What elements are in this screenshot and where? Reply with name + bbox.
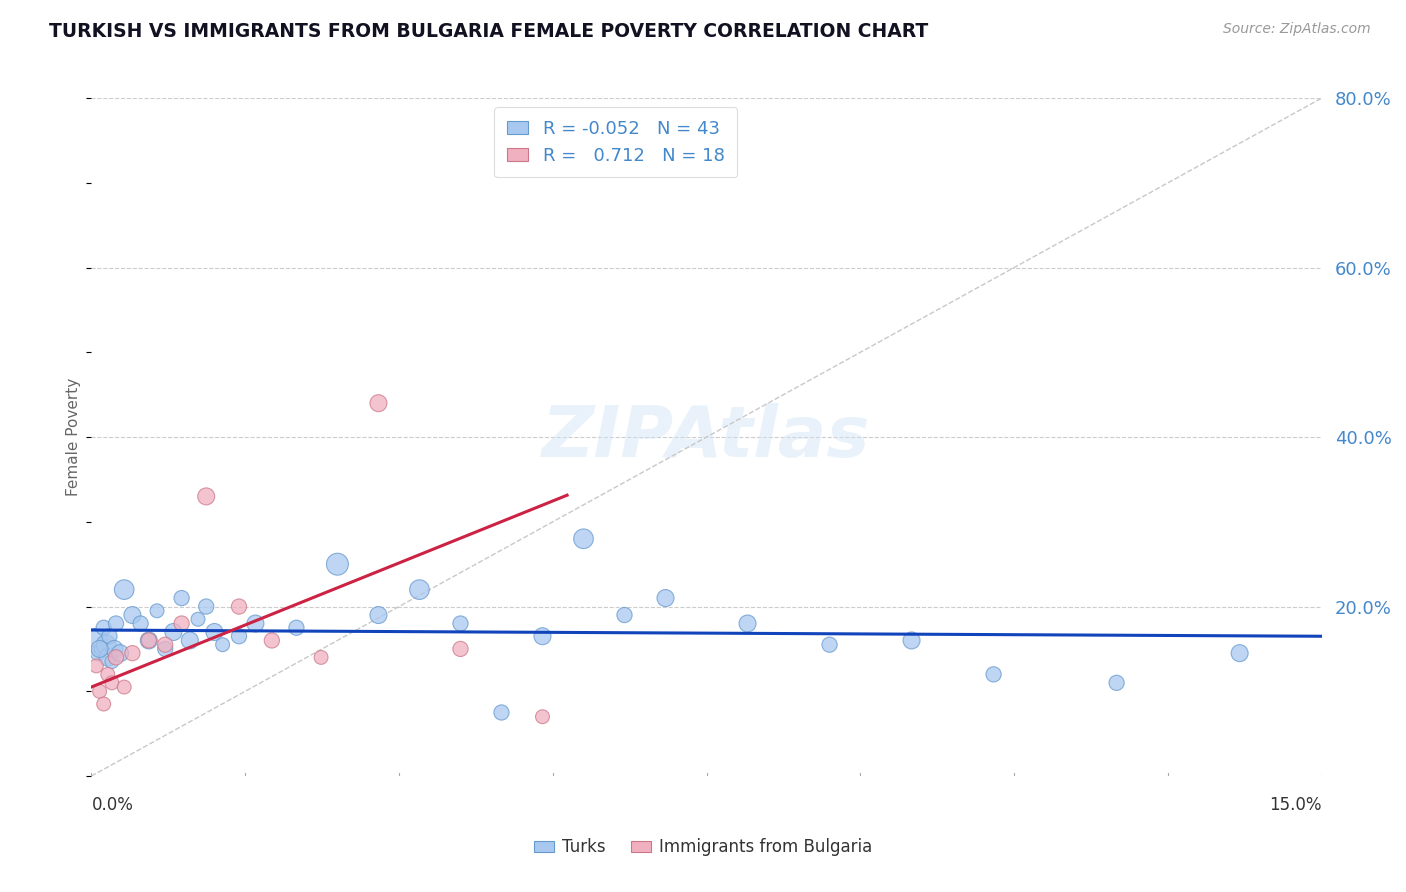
Point — [285, 621, 308, 635]
Y-axis label: Female Poverty: Female Poverty — [66, 378, 82, 496]
Point — [170, 591, 193, 606]
Point — [170, 616, 193, 631]
Point — [153, 642, 177, 657]
Point — [195, 489, 218, 503]
Point — [187, 612, 209, 626]
Point — [449, 616, 471, 631]
Point — [900, 633, 922, 648]
Point — [408, 582, 430, 597]
Point — [93, 697, 115, 711]
Point — [89, 642, 111, 657]
Point — [96, 638, 117, 652]
Text: 0.0%: 0.0% — [91, 796, 134, 814]
Point — [89, 684, 111, 698]
Point — [121, 608, 143, 623]
Point — [245, 616, 267, 631]
Point — [531, 710, 554, 724]
Point — [737, 616, 759, 631]
Point — [138, 633, 160, 648]
Point — [105, 650, 127, 665]
Point — [654, 591, 676, 606]
Point — [202, 624, 225, 639]
Point — [367, 396, 389, 410]
Point — [1229, 646, 1251, 660]
Point — [138, 633, 160, 648]
Point — [103, 642, 125, 657]
Point — [1105, 676, 1128, 690]
Point — [93, 621, 115, 635]
Text: ZIPAtlas: ZIPAtlas — [543, 402, 870, 472]
Point — [326, 557, 349, 572]
Point — [491, 706, 513, 720]
Point — [228, 629, 250, 643]
Point — [121, 646, 143, 660]
Point — [531, 629, 554, 643]
Text: TURKISH VS IMMIGRANTS FROM BULGARIA FEMALE POVERTY CORRELATION CHART: TURKISH VS IMMIGRANTS FROM BULGARIA FEMA… — [49, 22, 928, 41]
Point — [105, 616, 127, 631]
Point — [97, 650, 120, 665]
Point — [195, 599, 218, 614]
Point — [101, 655, 124, 669]
Point — [90, 642, 112, 657]
Point — [572, 532, 595, 546]
Point — [260, 633, 283, 648]
Point — [112, 680, 135, 694]
Point — [983, 667, 1005, 681]
Legend: R = -0.052   N = 43, R =   0.712   N = 18: R = -0.052 N = 43, R = 0.712 N = 18 — [494, 107, 737, 178]
Point — [98, 629, 121, 643]
Point — [84, 658, 107, 673]
Point — [613, 608, 636, 623]
Point — [179, 633, 201, 648]
Point — [112, 582, 135, 597]
Point — [87, 646, 110, 660]
Point — [228, 599, 250, 614]
Point — [818, 638, 841, 652]
Point — [211, 638, 233, 652]
Point — [84, 633, 107, 648]
Text: 15.0%: 15.0% — [1270, 796, 1322, 814]
Point — [449, 642, 471, 657]
Point — [129, 616, 152, 631]
Text: Source: ZipAtlas.com: Source: ZipAtlas.com — [1223, 22, 1371, 37]
Point — [146, 604, 169, 618]
Legend: Turks, Immigrants from Bulgaria: Turks, Immigrants from Bulgaria — [527, 831, 879, 863]
Point — [97, 667, 120, 681]
Point — [367, 608, 389, 623]
Point — [101, 676, 124, 690]
Point — [108, 646, 131, 660]
Point — [153, 638, 177, 652]
Point — [162, 624, 184, 639]
Point — [309, 650, 332, 665]
